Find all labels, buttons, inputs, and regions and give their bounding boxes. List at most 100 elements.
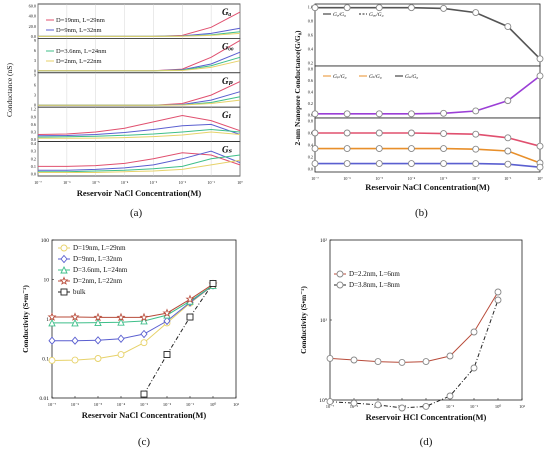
series-marker xyxy=(326,354,334,362)
y-tick-label: 0.8 xyxy=(308,67,313,72)
series-marker xyxy=(407,145,415,153)
y-tick-label: 0.2 xyxy=(31,156,36,161)
y-tick-label: 10 xyxy=(44,278,50,284)
series-marker xyxy=(311,110,319,118)
series-marker xyxy=(504,134,512,142)
subplot-label: Gₚ xyxy=(222,76,233,86)
y-tick-label: 0.1 xyxy=(31,164,36,169)
chart-c: 10⁻⁷ 10⁻⁶ 10⁻⁵ 10⁻⁴ 10⁻³ 10⁻² 10⁻¹ 10⁰ 10¹ 0.01 0.… xyxy=(21,238,240,448)
series-marker xyxy=(117,351,125,358)
y-tick-label: 40.0 xyxy=(29,14,36,19)
y-tick-label: 0.0 xyxy=(308,113,313,118)
legend-label: bulk xyxy=(73,288,86,296)
y-tick-label: 0.3 xyxy=(31,130,36,135)
x-tick-label: 10⁰ xyxy=(237,180,243,185)
series-marker xyxy=(374,358,382,366)
series-marker xyxy=(398,404,406,412)
legend-marker xyxy=(60,254,68,264)
panel-label: (a) xyxy=(130,207,143,219)
y-tick-label: 20.0 xyxy=(29,24,36,29)
series-line-3 xyxy=(52,283,214,318)
subplot-frame xyxy=(314,65,541,119)
series-marker xyxy=(440,145,448,153)
y-tick-label: 0.2 xyxy=(308,155,313,160)
legend-marker xyxy=(336,270,344,278)
subplot-frame xyxy=(314,3,541,67)
series-line-1 xyxy=(329,299,499,409)
y-tick-label: 0.01 xyxy=(39,396,49,402)
y-axis-label: Conductivity (S•m⁻¹) xyxy=(299,286,308,354)
subplot-frame xyxy=(37,38,241,74)
legend-label: Gₐ/G₀ xyxy=(333,12,346,18)
x-tick-label: 10⁻³ xyxy=(440,176,448,181)
y-tick-label: 0.0 xyxy=(31,172,36,177)
y-tick-label: 0.1 xyxy=(42,357,49,363)
legend-label: D=3.8nm, L=8nm xyxy=(349,281,400,289)
y-tick-label: 1 xyxy=(46,317,49,323)
y-tick-label: 0.4 xyxy=(31,141,37,146)
series-marker xyxy=(117,334,125,343)
x-tick-label: 10⁻⁶ xyxy=(71,402,80,407)
x-tick-label: 10⁰ xyxy=(210,402,217,407)
y-tick-label: 6 xyxy=(34,82,36,87)
series-marker xyxy=(422,402,430,410)
series-marker xyxy=(209,280,217,287)
x-tick-label: 10⁻⁶ xyxy=(63,180,71,185)
series-marker xyxy=(375,160,383,168)
y-tick-label: 0.6 xyxy=(308,78,313,83)
series-marker xyxy=(472,107,480,115)
series-marker xyxy=(407,4,415,12)
subplot-a-1: 0 3 6 9 Gₒₒ xyxy=(34,38,241,74)
x-tick-label: 10⁻¹ xyxy=(470,404,479,409)
x-tick-label: 10⁻⁷ xyxy=(34,180,42,185)
series-marker xyxy=(350,356,358,364)
series-marker xyxy=(536,163,544,171)
x-tick-label: 10⁻⁴ xyxy=(408,176,416,181)
series-line-2 xyxy=(315,162,541,168)
x-tick-label: 10⁻¹ xyxy=(504,176,512,181)
series-marker xyxy=(375,110,383,118)
legend-marker xyxy=(60,244,68,252)
series-marker xyxy=(71,318,79,327)
series-marker xyxy=(375,4,383,12)
legend-label: Gₒₒ/G₀ xyxy=(369,12,384,18)
panel-label: (c) xyxy=(138,436,151,448)
y-tick-label: 100 xyxy=(41,238,50,244)
subplot-frame xyxy=(37,72,241,108)
y-tick-label: 0.3 xyxy=(31,149,36,154)
subplot-b-2: 0.0 0.2 0.4 0.6 0.8 xyxy=(308,117,544,173)
series-marker xyxy=(472,160,480,168)
y-tick-label: 0.9 xyxy=(31,114,36,119)
series-line-0 xyxy=(38,152,241,167)
x-tick-label: 10⁻³ xyxy=(150,180,158,185)
y-tick-label: 9 xyxy=(34,72,36,77)
panel-label: (b) xyxy=(415,207,428,219)
y-tick-label: 0.6 xyxy=(308,131,313,136)
series-line-2 xyxy=(52,284,214,324)
series-marker xyxy=(48,336,56,345)
y-tick-label: 0.0 xyxy=(31,34,36,39)
chart-d: 10⁻⁷10⁻⁶10⁻⁵10⁻⁴10⁻³10⁻²10⁻¹10⁰10¹10⁰10¹… xyxy=(299,238,526,448)
x-tick-label: 10⁻² xyxy=(179,180,187,185)
series-marker xyxy=(375,129,383,137)
legend-label: D=9nm, L=32nm xyxy=(73,255,123,263)
series-marker xyxy=(140,390,148,398)
y-tick-label: 1.0 xyxy=(308,5,313,10)
series-marker xyxy=(185,294,195,304)
legend-label: D=3.6nm, L=24nm xyxy=(73,266,128,274)
series-marker xyxy=(93,312,103,322)
x-axis-label: Reservoir NaCl Concentration(M) xyxy=(77,188,202,198)
x-tick-label: 10⁻⁷ xyxy=(48,402,57,407)
y-tick-label: 60.0 xyxy=(29,4,36,9)
series-marker xyxy=(446,352,454,360)
series-marker xyxy=(71,356,79,364)
series-marker xyxy=(407,160,415,168)
subplot-b-1: 0.0 0.2 0.4 0.6 0.8 Gₚ/G₀ Gₗ/G₀ Gₛ/G₀ xyxy=(308,65,544,119)
y-tick-label: 0.0 xyxy=(308,167,313,172)
series-marker xyxy=(446,392,454,400)
series-marker xyxy=(375,145,383,153)
y-axis-label: 2-nm Nanopore Conductance(G/G₀) xyxy=(293,30,302,146)
series-marker xyxy=(407,129,415,137)
x-tick-label: 10⁻² xyxy=(472,176,480,181)
series-marker xyxy=(494,296,502,304)
